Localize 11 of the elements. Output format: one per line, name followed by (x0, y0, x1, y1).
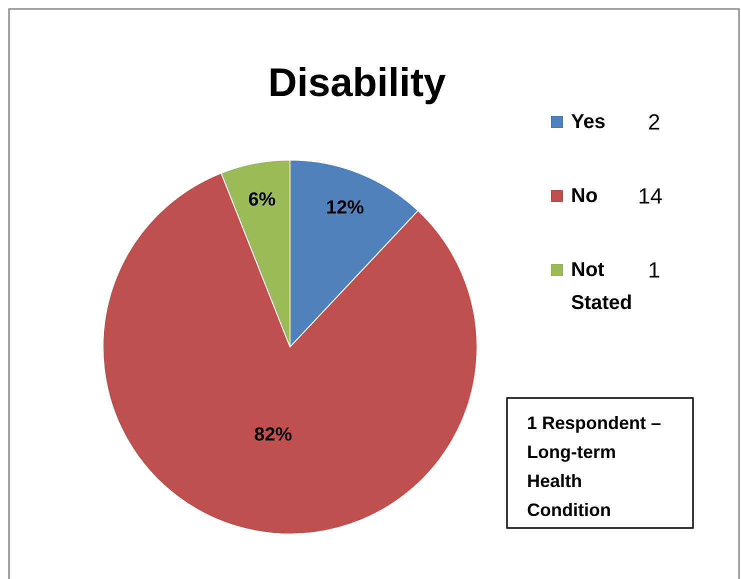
text: 2 (648, 110, 660, 134)
legend-label: Not Stated (571, 259, 632, 314)
legend-label: Yes (571, 111, 606, 133)
legend-label: No (571, 185, 598, 207)
text: 1 (648, 258, 660, 282)
data-label: 12% (326, 197, 364, 218)
data-label: 6% (248, 190, 276, 211)
chart-title: Disability (268, 61, 447, 105)
text: 1 Respondent – Long-term Health Condition (527, 413, 662, 520)
data-label: 82% (254, 424, 292, 446)
text: 14 (638, 184, 662, 208)
